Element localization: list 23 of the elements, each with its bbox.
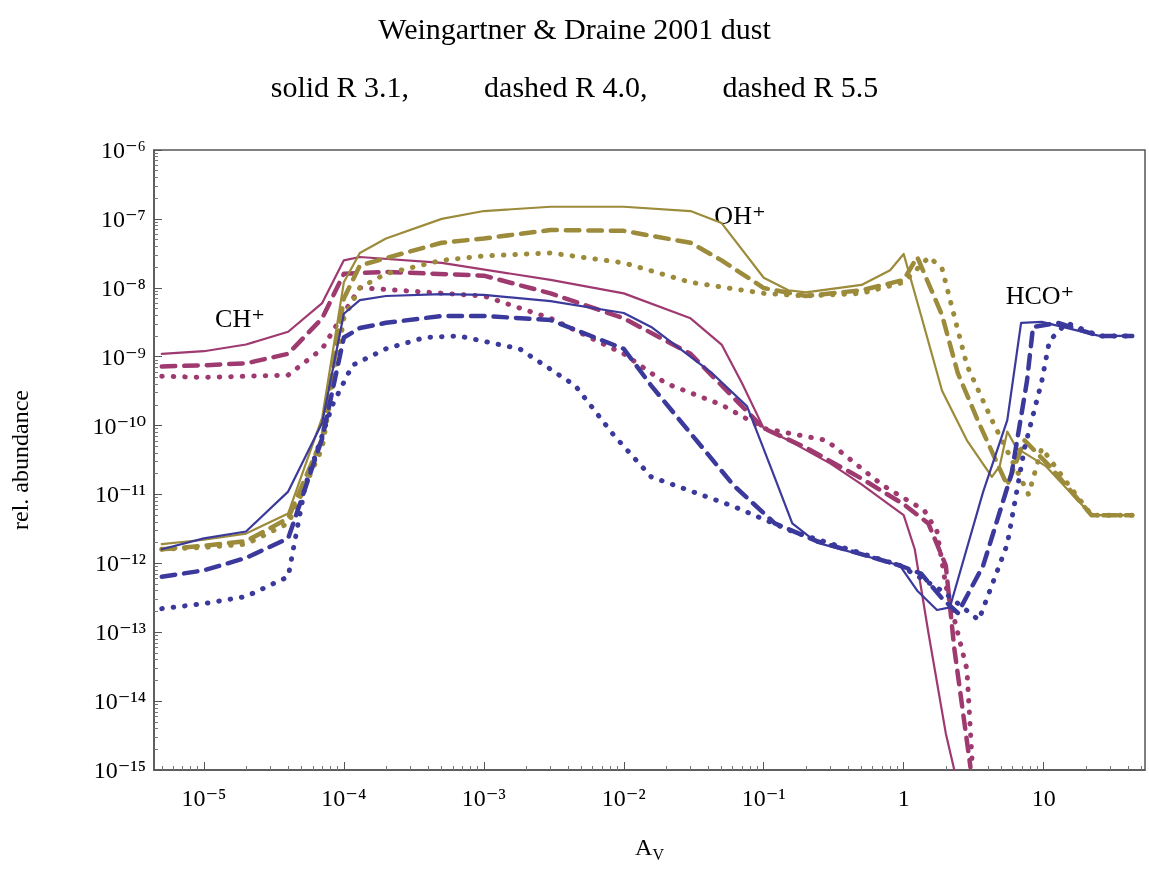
y-tick-label: 10⁻¹⁵ xyxy=(93,757,146,783)
y-tick-label: 10⁻⁸ xyxy=(100,274,146,301)
y-tick-label: 10⁻⁶ xyxy=(100,137,146,163)
y-tick-label: 10⁻¹⁰ xyxy=(92,412,146,439)
x-tick-label: 10⁻² xyxy=(601,785,646,811)
x-tick-label: 10⁻¹ xyxy=(741,785,786,811)
x-tick-label: 10⁻³ xyxy=(461,785,506,811)
annotation: HCO⁺ xyxy=(1005,280,1075,310)
annotation: CH⁺ xyxy=(215,303,265,333)
y-tick-label: 10⁻¹¹ xyxy=(94,481,146,508)
y-tick-label: 10⁻¹³ xyxy=(94,619,146,646)
chart-subtitle: solid R 3.1, dashed R 4.0, dashed R 5.5 xyxy=(270,69,879,103)
x-tick-label: 10⁻⁴ xyxy=(321,785,367,811)
y-tick-label: 10⁻⁹ xyxy=(100,343,146,370)
annotation: OH⁺ xyxy=(714,200,766,230)
y-axis-title: rel. abundance xyxy=(7,390,33,530)
x-tick-label: 1 xyxy=(897,785,910,811)
y-tick-label: 10⁻⁷ xyxy=(100,205,146,232)
y-tick-label: 10⁻¹² xyxy=(94,550,146,577)
y-tick-label: 10⁻¹⁴ xyxy=(93,688,146,715)
chart-title: Weingartner & Draine 2001 dust xyxy=(378,11,772,45)
x-tick-label: 10⁻⁵ xyxy=(181,785,227,811)
x-tick-label: 10 xyxy=(1031,785,1056,811)
